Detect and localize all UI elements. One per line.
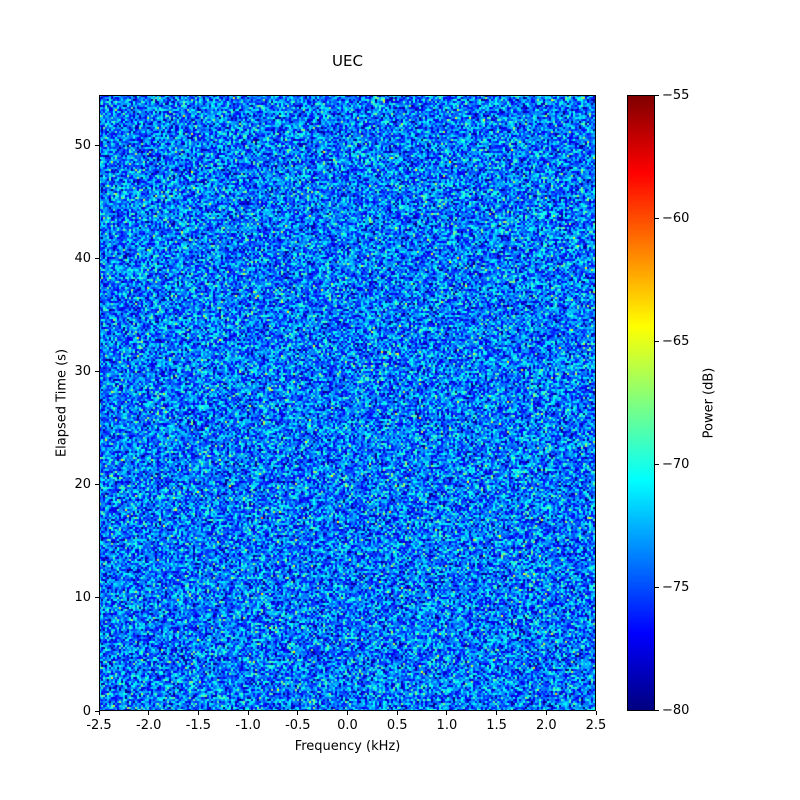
y-tick-mark <box>95 145 99 147</box>
x-tick-label: 2.5 <box>585 718 607 733</box>
x-tick-mark <box>496 711 498 715</box>
x-tick-mark <box>247 711 249 715</box>
colorbar-tick-mark <box>655 217 659 219</box>
x-tick-label: -1.0 <box>235 718 261 733</box>
colorbar-tick-label: −60 <box>662 210 690 226</box>
x-tick-label: 1.5 <box>486 718 507 733</box>
plot-title: UEC <box>332 52 363 70</box>
x-tick-mark <box>148 711 150 715</box>
y-tick-label: 40 <box>74 251 91 267</box>
y-tick-label: 10 <box>74 590 91 606</box>
x-tick-label: -0.5 <box>285 718 311 733</box>
colorbar-tick-label: −75 <box>662 580 690 596</box>
x-tick-mark <box>297 711 299 715</box>
x-tick-label: 1.0 <box>436 718 458 733</box>
colorbar-tick-label: −65 <box>662 333 690 349</box>
colorbar-tick-mark <box>655 464 659 466</box>
y-tick-mark <box>95 371 99 373</box>
y-tick-mark <box>95 597 99 599</box>
y-tick-mark <box>95 484 99 486</box>
x-tick-label: 0.0 <box>337 718 358 733</box>
x-tick-mark <box>197 711 199 715</box>
x-tick-mark <box>595 711 597 715</box>
x-tick-mark <box>98 711 100 715</box>
y-tick-label: 50 <box>74 138 91 154</box>
x-tick-label: 0.5 <box>386 718 408 733</box>
x-tick-label: -2.5 <box>86 718 112 733</box>
y-tick-label: 0 <box>82 703 91 719</box>
x-tick-label: -1.5 <box>185 718 212 733</box>
colorbar-gradient <box>627 95 655 711</box>
colorbar-tick-label: −55 <box>662 88 690 103</box>
x-tick-mark <box>396 711 398 715</box>
y-tick-label: 30 <box>74 364 91 380</box>
colorbar-tick-mark <box>655 587 659 589</box>
colorbar-tick-mark <box>655 710 659 711</box>
x-tick-label: -2.0 <box>136 718 162 733</box>
x-tick-mark <box>446 711 448 715</box>
x-tick-label: 2.0 <box>535 718 557 733</box>
x-axis-label: Frequency (kHz) <box>294 739 401 754</box>
x-tick-mark <box>545 711 547 715</box>
colorbar-tick-mark <box>655 340 659 342</box>
y-tick-mark <box>95 710 99 712</box>
x-tick-mark <box>347 711 348 715</box>
colorbar-tick-label: −80 <box>662 703 690 718</box>
y-tick-label: 20 <box>74 477 91 493</box>
colorbar-tick-label: −70 <box>662 457 690 473</box>
spectrogram-heatmap <box>99 95 596 711</box>
colorbar-tick-mark <box>655 95 659 96</box>
y-tick-mark <box>95 258 99 260</box>
